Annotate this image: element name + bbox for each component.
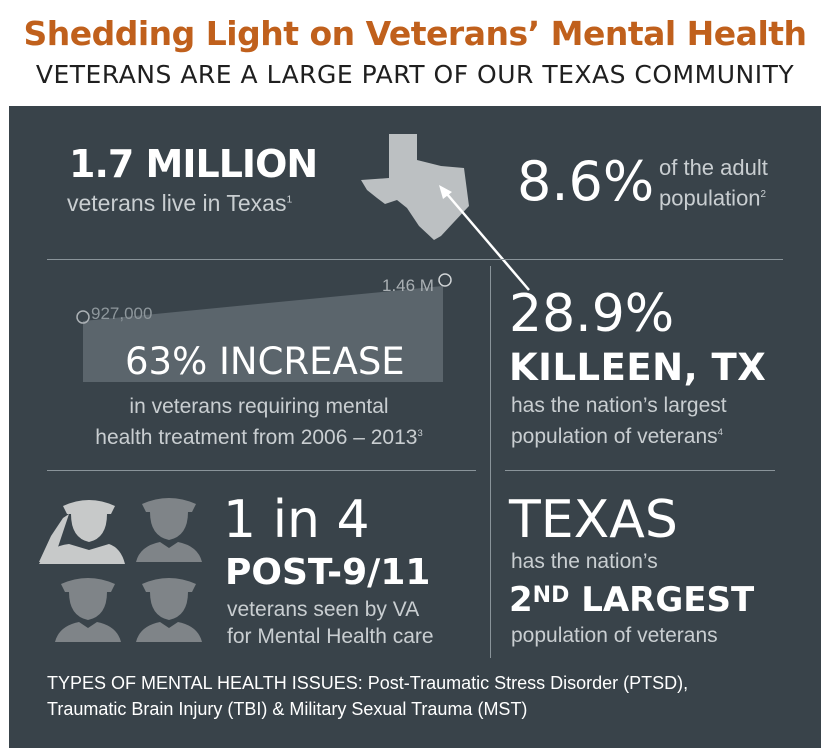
million-text-label: veterans live in Texas [67,190,287,216]
arrow-icon [439,185,530,291]
growth-end-marker [438,273,452,287]
growth-text: in veterans requiring mental health trea… [29,393,489,451]
footer-line1: TYPES OF MENTAL HEALTH ISSUES: Post-Trau… [47,673,689,693]
divider-top [47,259,783,260]
texas-map-icon [361,134,469,240]
post911-ratio: 1 in 4 [223,490,370,550]
texas-rank-word: LARGEST [581,580,755,620]
divider-vertical [490,266,491,658]
million-headline: 1.7 MILLION [69,142,318,186]
growth-graphic [76,273,452,382]
percent-text-line2: population [659,185,761,211]
killeen-text-line2: population of veterans [511,425,718,448]
growth-start-label: 927,000 [91,304,153,323]
percent-headline: 8.6% [517,150,655,213]
killeen-city: KILLEEN, TX [509,346,767,389]
million-text: veterans live in Texas1 [67,190,292,217]
growth-headline: 63% INCREASE [125,340,405,383]
growth-text-line2: health treatment from 2006 – 2013 [95,426,418,449]
page-title: Shedding Light on Veterans’ Mental Healt… [23,14,807,53]
killeen-text-line1: has the nation’s largest [511,394,727,417]
soldier-icon [136,498,202,562]
footnote-1: 1 [286,194,293,206]
footer-line2: Traumatic Brain Injury (TBI) & Military … [47,699,528,719]
soldier-icon [55,578,121,642]
killeen-text: has the nation’s largest population of v… [511,392,727,450]
saluting-soldier-icon [39,500,125,564]
texas-rank-number: 2 [509,580,533,620]
texas-rank: 2ND LARGEST [509,580,754,620]
infographic-panel: 1.7 MILLION veterans live in Texas1 8.6%… [9,106,821,748]
growth-area [83,286,443,382]
texas-rank-suffix: ND [532,583,570,608]
texas-text-line2: population of veterans [511,624,718,647]
growth-start-marker [76,310,90,324]
post911-headline: POST-9/11 [225,552,431,593]
divider-mid-right [505,470,775,471]
footnote-4: 4 [717,427,723,438]
killeen-percent: 28.9% [509,284,675,344]
footer-text: TYPES OF MENTAL HEALTH ISSUES: Post-Trau… [47,670,688,722]
texas-state: TEXAS [509,490,678,550]
footnote-3: 3 [417,428,423,439]
percent-text: of the adult population2 [659,154,768,211]
post911-text: veterans seen by VA for Mental Health ca… [227,596,434,650]
post911-text-line2: for Mental Health care [227,625,434,648]
soldier-icon [136,578,202,642]
growth-text-line1: in veterans requiring mental [129,395,389,418]
texas-text-line1: has the nation’s [511,550,658,573]
page-subtitle: VETERANS ARE A LARGE PART OF OUR TEXAS C… [35,60,795,89]
percent-text-line1: of the adult [659,155,768,180]
map-arrow-layer [361,134,530,291]
growth-end-label: 1.46 M [382,276,434,295]
divider-mid-left [47,470,476,471]
soldier-group [39,498,202,642]
post911-text-line1: veterans seen by VA [227,598,420,621]
footnote-2: 2 [760,189,767,200]
